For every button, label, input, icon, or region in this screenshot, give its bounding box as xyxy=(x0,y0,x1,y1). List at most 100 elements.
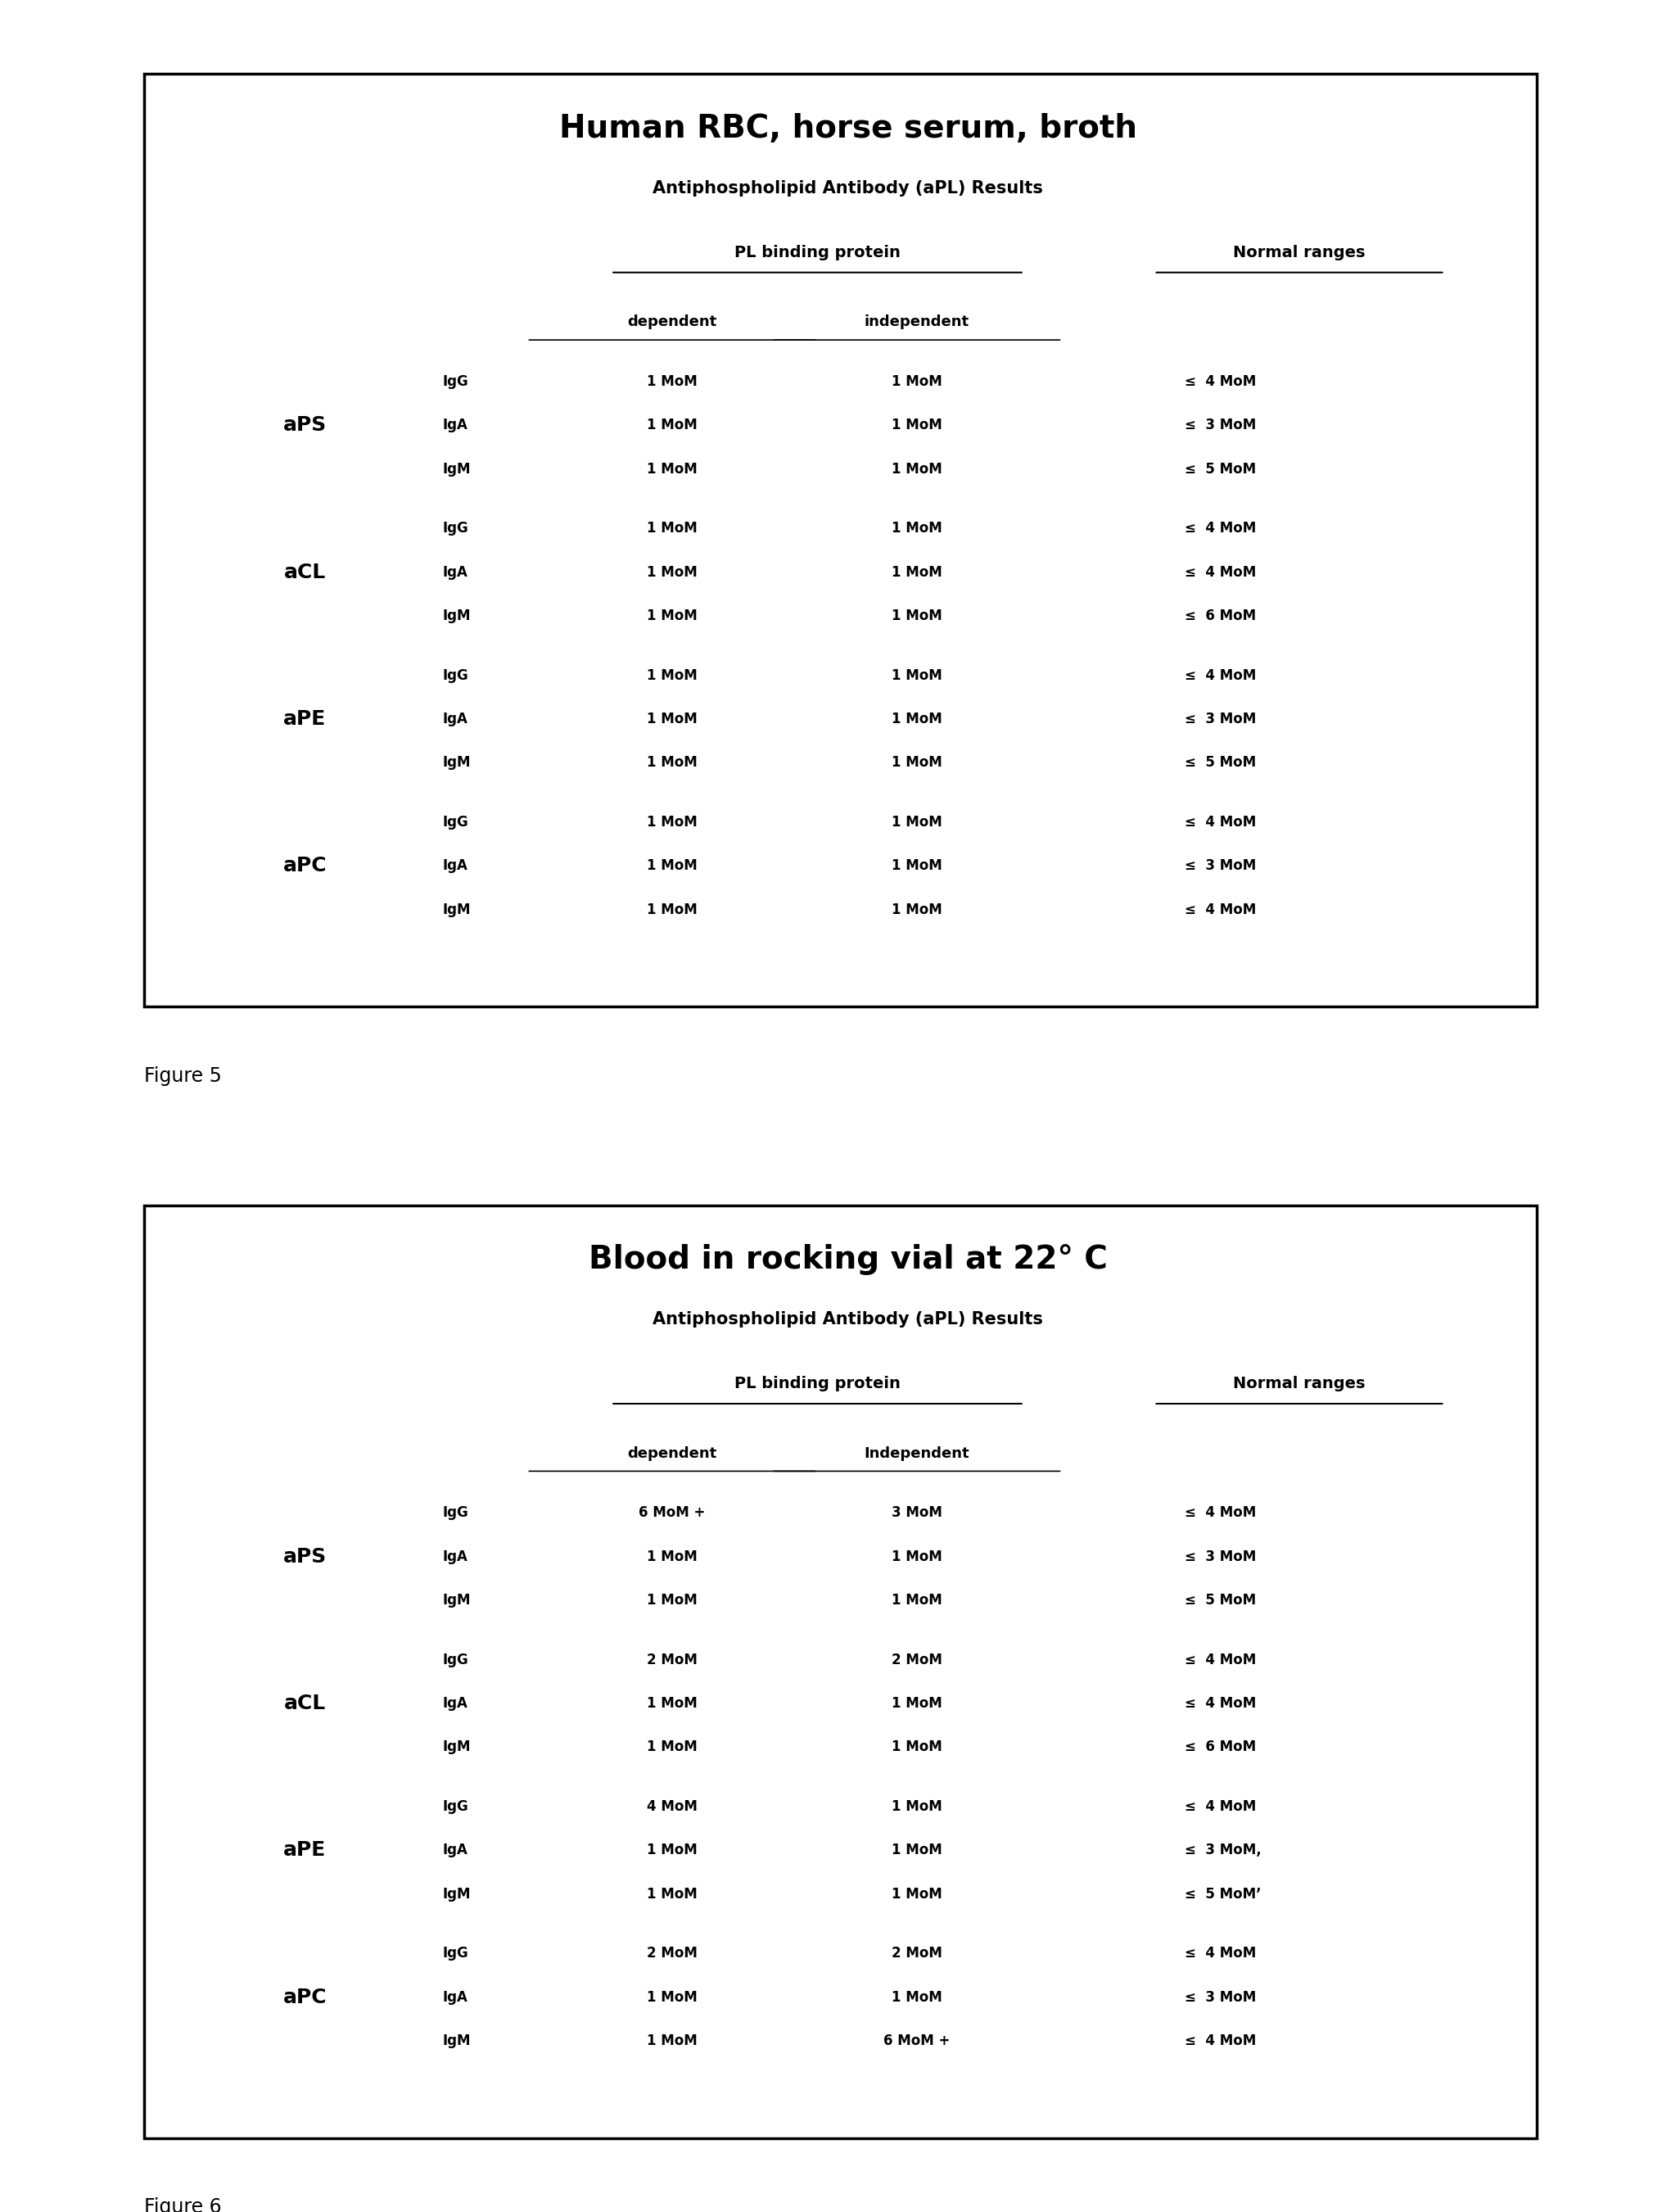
Text: ≤  3 MoM: ≤ 3 MoM xyxy=(1183,418,1255,434)
FancyBboxPatch shape xyxy=(145,73,1536,1006)
Text: 6 MoM +: 6 MoM + xyxy=(883,2033,949,2048)
Text: ≤  4 MoM: ≤ 4 MoM xyxy=(1183,1697,1255,1710)
Text: 1 MoM: 1 MoM xyxy=(647,1991,696,2004)
Text: 1 MoM: 1 MoM xyxy=(647,858,696,874)
Text: 1 MoM: 1 MoM xyxy=(647,902,696,918)
Text: IgA: IgA xyxy=(442,1548,467,1564)
Text: 1 MoM: 1 MoM xyxy=(647,564,696,580)
Text: 1 MoM: 1 MoM xyxy=(891,712,942,726)
Text: aPS: aPS xyxy=(283,1546,327,1566)
Text: 1 MoM: 1 MoM xyxy=(891,858,942,874)
Text: ≤  4 MoM: ≤ 4 MoM xyxy=(1183,1947,1255,1960)
Text: ≤  3 MoM: ≤ 3 MoM xyxy=(1183,1991,1255,2004)
Text: 3 MoM: 3 MoM xyxy=(891,1506,942,1520)
Text: IgA: IgA xyxy=(442,1843,467,1858)
Text: dependent: dependent xyxy=(627,1447,716,1460)
Text: PL binding protein: PL binding protein xyxy=(735,246,901,261)
Text: ≤  4 MoM: ≤ 4 MoM xyxy=(1183,1798,1255,1814)
Text: 1 MoM: 1 MoM xyxy=(647,1843,696,1858)
Text: 1 MoM: 1 MoM xyxy=(647,814,696,830)
Text: IgA: IgA xyxy=(442,418,467,434)
Text: IgG: IgG xyxy=(442,814,469,830)
Text: 1 MoM: 1 MoM xyxy=(891,1593,942,1608)
Text: IgG: IgG xyxy=(442,668,469,684)
Text: 1 MoM: 1 MoM xyxy=(647,1593,696,1608)
Text: 1 MoM: 1 MoM xyxy=(647,374,696,389)
Text: ≤  5 MoM: ≤ 5 MoM xyxy=(1183,1593,1255,1608)
Text: IgG: IgG xyxy=(442,1652,469,1668)
Text: IgG: IgG xyxy=(442,522,469,535)
Text: Figure 6: Figure 6 xyxy=(145,2197,221,2212)
Text: IgA: IgA xyxy=(442,1991,467,2004)
Text: 1 MoM: 1 MoM xyxy=(891,608,942,624)
Text: 1 MoM: 1 MoM xyxy=(647,1887,696,1902)
Text: aPC: aPC xyxy=(283,1986,327,2006)
Text: IgM: IgM xyxy=(442,608,470,624)
Text: ≤  4 MoM: ≤ 4 MoM xyxy=(1183,374,1255,389)
Text: IgM: IgM xyxy=(442,462,470,476)
Text: 1 MoM: 1 MoM xyxy=(891,1887,942,1902)
Text: Antiphospholipid Antibody (aPL) Results: Antiphospholipid Antibody (aPL) Results xyxy=(653,179,1042,197)
Text: aCL: aCL xyxy=(284,562,326,582)
Text: ≤  4 MoM: ≤ 4 MoM xyxy=(1183,668,1255,684)
Text: IgG: IgG xyxy=(442,1947,469,1960)
Text: IgM: IgM xyxy=(442,2033,470,2048)
Text: aPE: aPE xyxy=(284,710,326,728)
Text: Independent: Independent xyxy=(864,1447,969,1460)
Text: 1 MoM: 1 MoM xyxy=(647,522,696,535)
Text: ≤  4 MoM: ≤ 4 MoM xyxy=(1183,814,1255,830)
Text: dependent: dependent xyxy=(627,314,716,330)
Text: 1 MoM: 1 MoM xyxy=(891,668,942,684)
Text: aPS: aPS xyxy=(283,416,327,436)
Text: 1 MoM: 1 MoM xyxy=(647,1739,696,1754)
Text: 1 MoM: 1 MoM xyxy=(891,522,942,535)
Text: 1 MoM: 1 MoM xyxy=(891,564,942,580)
Text: ≤  5 MoM’: ≤ 5 MoM’ xyxy=(1183,1887,1260,1902)
Text: IgM: IgM xyxy=(442,1593,470,1608)
Text: 1 MoM: 1 MoM xyxy=(891,754,942,770)
Text: IgG: IgG xyxy=(442,1506,469,1520)
Text: IgM: IgM xyxy=(442,1887,470,1902)
Text: IgG: IgG xyxy=(442,1798,469,1814)
Text: aCL: aCL xyxy=(284,1694,326,1712)
Text: 1 MoM: 1 MoM xyxy=(647,754,696,770)
Text: Figure 5: Figure 5 xyxy=(145,1066,223,1086)
Text: aPE: aPE xyxy=(284,1840,326,1860)
Text: ≤  4 MoM: ≤ 4 MoM xyxy=(1183,1652,1255,1668)
Text: ≤  4 MoM: ≤ 4 MoM xyxy=(1183,902,1255,918)
Text: IgG: IgG xyxy=(442,374,469,389)
Text: ≤  3 MoM: ≤ 3 MoM xyxy=(1183,712,1255,726)
Text: ≤  4 MoM: ≤ 4 MoM xyxy=(1183,2033,1255,2048)
Text: ≤  5 MoM: ≤ 5 MoM xyxy=(1183,462,1255,476)
Text: ≤  4 MoM: ≤ 4 MoM xyxy=(1183,1506,1255,1520)
Text: IgM: IgM xyxy=(442,1739,470,1754)
Text: 2 MoM: 2 MoM xyxy=(891,1947,942,1960)
Text: Human RBC, horse serum, broth: Human RBC, horse serum, broth xyxy=(558,113,1137,144)
Text: 1 MoM: 1 MoM xyxy=(647,462,696,476)
Text: 1 MoM: 1 MoM xyxy=(647,1548,696,1564)
Text: ≤  6 MoM: ≤ 6 MoM xyxy=(1183,1739,1255,1754)
Text: PL binding protein: PL binding protein xyxy=(735,1376,901,1391)
Text: IgA: IgA xyxy=(442,712,467,726)
Text: 1 MoM: 1 MoM xyxy=(647,418,696,434)
Text: 1 MoM: 1 MoM xyxy=(891,1798,942,1814)
Text: Antiphospholipid Antibody (aPL) Results: Antiphospholipid Antibody (aPL) Results xyxy=(653,1312,1042,1327)
Text: IgA: IgA xyxy=(442,1697,467,1710)
Text: IgM: IgM xyxy=(442,754,470,770)
Text: ≤  3 MoM,: ≤ 3 MoM, xyxy=(1183,1843,1260,1858)
Text: ≤  5 MoM: ≤ 5 MoM xyxy=(1183,754,1255,770)
Text: 1 MoM: 1 MoM xyxy=(891,902,942,918)
Text: 1 MoM: 1 MoM xyxy=(891,374,942,389)
Text: 1 MoM: 1 MoM xyxy=(647,2033,696,2048)
Text: 2 MoM: 2 MoM xyxy=(647,1947,696,1960)
Text: ≤  3 MoM: ≤ 3 MoM xyxy=(1183,858,1255,874)
Text: IgA: IgA xyxy=(442,858,467,874)
Text: 1 MoM: 1 MoM xyxy=(891,814,942,830)
Text: 1 MoM: 1 MoM xyxy=(891,1697,942,1710)
Text: 1 MoM: 1 MoM xyxy=(647,1697,696,1710)
Text: independent: independent xyxy=(864,314,969,330)
Text: 4 MoM: 4 MoM xyxy=(647,1798,696,1814)
Text: Normal ranges: Normal ranges xyxy=(1233,246,1365,261)
Text: 1 MoM: 1 MoM xyxy=(891,418,942,434)
Text: 1 MoM: 1 MoM xyxy=(891,1548,942,1564)
